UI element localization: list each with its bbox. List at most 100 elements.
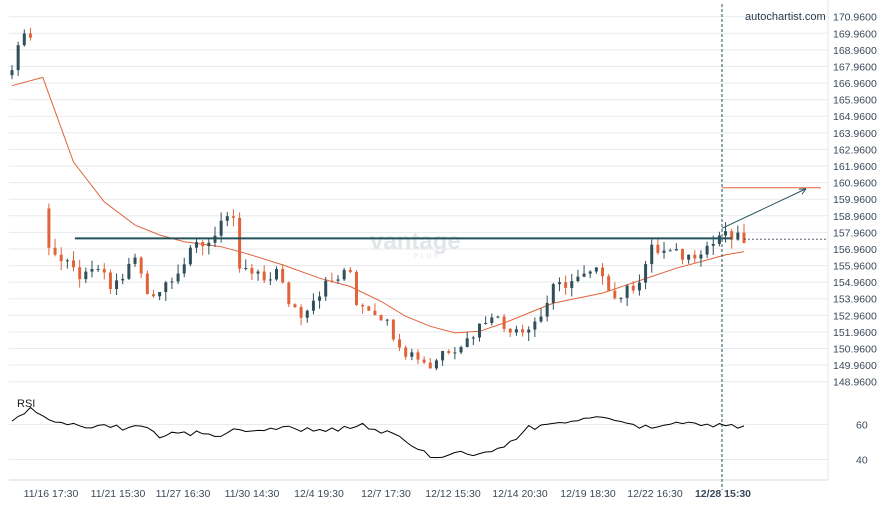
candle: [453, 347, 457, 360]
time-tick-label: 12/7 17:30: [361, 488, 411, 500]
candle: [379, 314, 383, 321]
brand-label: autochartist.com: [745, 11, 826, 23]
candle: [225, 211, 229, 227]
price-tick-label: 155.9600: [833, 261, 877, 273]
candle: [10, 65, 14, 80]
candle: [545, 295, 549, 322]
rsi-tick-label: 60: [856, 420, 868, 432]
price-tick-label: 161.9600: [833, 161, 877, 173]
candle: [78, 259, 82, 288]
candle: [514, 325, 518, 336]
candle: [361, 303, 365, 314]
candle: [687, 254, 691, 264]
candle: [65, 258, 69, 269]
candle: [207, 237, 211, 255]
time-tick-label: 12/12 15:30: [425, 488, 481, 500]
time-tick-label: 12/19 18:30: [560, 488, 616, 500]
candle: [256, 269, 260, 281]
candle: [644, 260, 648, 290]
candle: [705, 241, 709, 259]
price-tick-label: 163.9600: [833, 128, 877, 140]
candle: [102, 263, 106, 280]
candle: [527, 326, 531, 341]
candle: [170, 277, 174, 289]
price-tick-label: 153.9600: [833, 294, 877, 306]
price-axis: 170.9600 169.9600 168.9600 167.9600 166.9600…: [833, 12, 877, 389]
candle: [293, 303, 297, 309]
candles: [10, 27, 746, 371]
candle: [650, 239, 654, 273]
price-tick-label: 148.9600: [833, 377, 877, 389]
candle: [404, 345, 408, 360]
candle: [447, 349, 451, 355]
price-tick-label: 165.9600: [833, 95, 877, 107]
candle: [348, 267, 352, 274]
price-tick-label: 167.9600: [833, 61, 877, 73]
price-tick-label: 156.9600: [833, 244, 877, 256]
moving-average: [11, 76, 745, 334]
candle: [373, 303, 377, 316]
time-tick-label: 11/21 15:30: [91, 488, 146, 500]
time-tick-label: 11/27 16:30: [156, 488, 211, 500]
rsi-tick-label: 40: [856, 455, 868, 467]
candle: [490, 313, 494, 326]
time-axis: 11/16 17:30 11/21 15:30 11/27 16:30 11/30 1…: [24, 488, 752, 500]
candle: [484, 316, 488, 325]
candle: [471, 335, 475, 345]
candle: [164, 280, 168, 302]
candle: [410, 348, 414, 361]
pattern-overlay: [74, 4, 828, 490]
price-tick-label: 154.9600: [833, 277, 877, 289]
candle: [72, 251, 76, 272]
candle: [594, 267, 598, 274]
candle: [127, 257, 131, 281]
rsi-axis: 60 40: [856, 420, 868, 467]
candle: [324, 276, 328, 301]
time-tick-label: 11/16 17:30: [24, 488, 79, 500]
candle: [656, 238, 660, 255]
rsi-panel: RSI: [11, 398, 745, 459]
candle: [108, 269, 112, 295]
candle: [96, 265, 100, 272]
candle: [422, 356, 426, 365]
price-tick-label: 150.9600: [833, 344, 877, 356]
price-tick-label: 170.9600: [833, 12, 877, 24]
candle: [619, 297, 623, 303]
candle: [539, 308, 543, 323]
candle: [724, 222, 728, 243]
candle: [367, 305, 371, 311]
price-tick-label: 157.9600: [833, 227, 877, 239]
candle: [275, 266, 279, 281]
candle: [188, 245, 192, 267]
time-tick-label: 12/14 20:30: [492, 488, 548, 500]
rsi-title: RSI: [17, 398, 35, 410]
candle: [680, 248, 684, 265]
candle: [84, 267, 88, 284]
time-tick-label: 12/4 19:30: [294, 488, 344, 500]
watermark: vantage PLUS: [370, 228, 461, 260]
candle: [428, 357, 432, 369]
candle: [16, 41, 20, 76]
candle: [588, 270, 592, 279]
candle: [385, 318, 389, 326]
candle: [231, 209, 235, 227]
candle: [662, 242, 666, 259]
candle: [268, 272, 272, 286]
candle: [238, 212, 242, 273]
candle: [693, 250, 697, 263]
candle: [742, 223, 746, 244]
candle: [416, 349, 420, 365]
candle: [213, 226, 217, 248]
candle: [176, 264, 180, 285]
candle: [342, 267, 346, 282]
candle: [631, 281, 635, 294]
candle: [637, 274, 641, 296]
candle: [318, 291, 322, 309]
time-tick-label: 11/30 14:30: [225, 488, 280, 500]
candle: [354, 270, 358, 306]
price-tick-label: 169.9600: [833, 28, 877, 40]
price-tick-label: 158.9600: [833, 211, 877, 223]
candle: [434, 358, 438, 371]
candle: [151, 289, 155, 298]
candle: [582, 265, 586, 278]
